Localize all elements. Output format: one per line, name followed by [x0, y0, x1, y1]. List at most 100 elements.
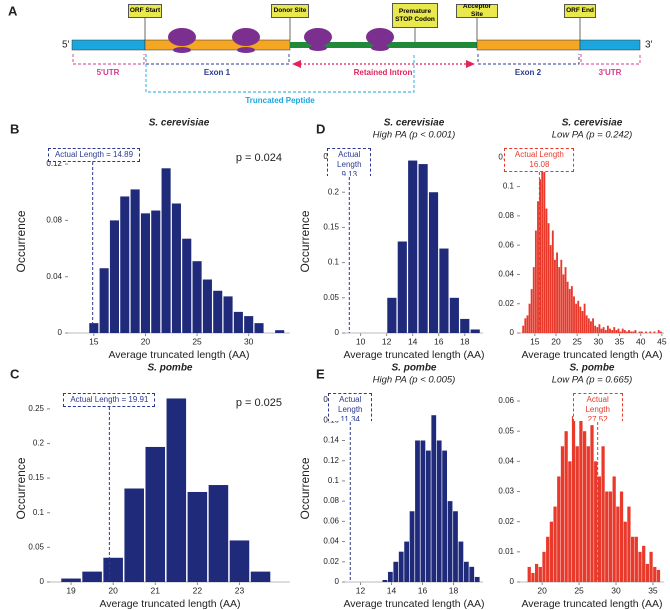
- bar: [585, 315, 588, 333]
- bar: [460, 318, 470, 333]
- bar: [408, 160, 418, 333]
- marker-box: Actual Length = 19.91: [63, 393, 156, 407]
- y-tick-label: 0.05: [498, 426, 514, 435]
- bar: [560, 446, 565, 582]
- bar: [615, 330, 618, 333]
- bar: [202, 279, 212, 333]
- site-label: Premature STOP Codon: [392, 3, 438, 28]
- x-axis-label: Average truncated length (AA): [521, 349, 662, 361]
- y-tick-label: 0.05: [28, 542, 44, 551]
- y-tick-label: 0.02: [323, 557, 339, 566]
- bar: [590, 321, 592, 333]
- marker-label: Actual Length 27.52: [572, 393, 623, 421]
- site-box: ORF Start: [128, 4, 162, 18]
- arrow-head: [466, 60, 475, 68]
- bar: [628, 330, 630, 333]
- bar: [619, 491, 624, 582]
- x-tick-label: 35: [648, 585, 658, 595]
- y-tick-label: 0.14: [323, 436, 339, 445]
- x-tick-label: 35: [615, 336, 625, 346]
- bar: [579, 407, 583, 582]
- region-brackets: [72, 54, 641, 93]
- y-tick-label: 0.05: [323, 293, 339, 302]
- ribosome: [304, 28, 332, 46]
- bar: [632, 331, 635, 333]
- y-tick-label: 0.04: [498, 456, 514, 465]
- bar: [587, 318, 590, 333]
- bar: [542, 551, 546, 582]
- bar: [623, 330, 626, 333]
- bar: [560, 259, 563, 333]
- utr-bar: [71, 39, 146, 51]
- bar: [556, 252, 558, 333]
- exon-bar: [144, 39, 291, 51]
- y-tick-label: 0: [335, 328, 340, 337]
- region-bracket: [72, 54, 145, 65]
- bar: [387, 297, 397, 333]
- y-axis-label: Occurrence: [298, 210, 312, 272]
- bar: [605, 491, 609, 582]
- x-tick-label: 20: [141, 336, 151, 346]
- bar: [541, 157, 544, 333]
- bar: [604, 330, 607, 333]
- bar: [61, 578, 81, 582]
- bar: [145, 446, 166, 582]
- chart-subtitle: High PA (p < 0.005): [373, 375, 456, 386]
- three-prime: 3': [645, 40, 653, 51]
- marker-label: Actual Length 9.13: [327, 148, 372, 176]
- bar: [82, 571, 102, 582]
- marker-box: Actual Length = 14.89: [48, 148, 140, 162]
- panel-letter: D: [316, 121, 325, 136]
- chart-title: S. cerevisiae: [562, 118, 623, 129]
- bar: [609, 328, 611, 333]
- bar: [640, 331, 643, 333]
- bar: [564, 431, 568, 582]
- bar: [532, 267, 535, 333]
- bar: [653, 331, 656, 333]
- y-tick-label: 0.06: [323, 516, 339, 525]
- bar: [649, 331, 652, 333]
- y-axis-label: Occurrence: [298, 457, 312, 519]
- bar: [656, 569, 661, 582]
- y-tick-label: 0.12: [46, 159, 62, 168]
- ribosome: [232, 28, 260, 46]
- panel-letter: E: [316, 366, 325, 381]
- truncated-bracket: [145, 54, 415, 93]
- marker-label: Actual Length = 14.89: [48, 148, 140, 162]
- bar: [616, 506, 620, 582]
- bar: [549, 245, 552, 333]
- bar: [223, 296, 233, 333]
- bar: [382, 579, 388, 582]
- y-tick-label: 0.15: [28, 473, 44, 482]
- bar: [398, 551, 404, 582]
- panel-letter: C: [10, 366, 20, 381]
- y-axis-label: Occurrence: [14, 457, 28, 519]
- bar: [275, 330, 285, 333]
- y-tick-label: 0.03: [498, 487, 514, 496]
- region-label: Retained Intron: [354, 68, 413, 77]
- region-label: Exon 2: [515, 68, 542, 77]
- x-tick-label: 25: [574, 585, 584, 595]
- x-tick-label: 18: [449, 585, 459, 595]
- bar: [564, 267, 567, 333]
- bar: [447, 501, 453, 582]
- site-box: ORF End: [564, 4, 596, 18]
- bar: [638, 331, 641, 333]
- x-tick-label: 12: [382, 336, 392, 346]
- bar: [537, 201, 539, 333]
- y-tick-label: 0: [40, 577, 45, 586]
- site-label: Acceptor Site: [456, 4, 498, 18]
- bar: [208, 485, 229, 582]
- bar: [469, 566, 475, 582]
- marker-label: Actual Length 11.34: [328, 393, 373, 421]
- utr-bar: [579, 39, 641, 51]
- panel-letter: A: [8, 3, 18, 18]
- bar: [192, 261, 202, 333]
- x-tick-label: 21: [151, 585, 161, 595]
- bar: [458, 541, 464, 582]
- bar: [638, 551, 642, 582]
- bar: [621, 328, 624, 333]
- bar: [233, 311, 243, 333]
- bar: [524, 318, 527, 333]
- y-tick-label: 0.25: [28, 404, 44, 413]
